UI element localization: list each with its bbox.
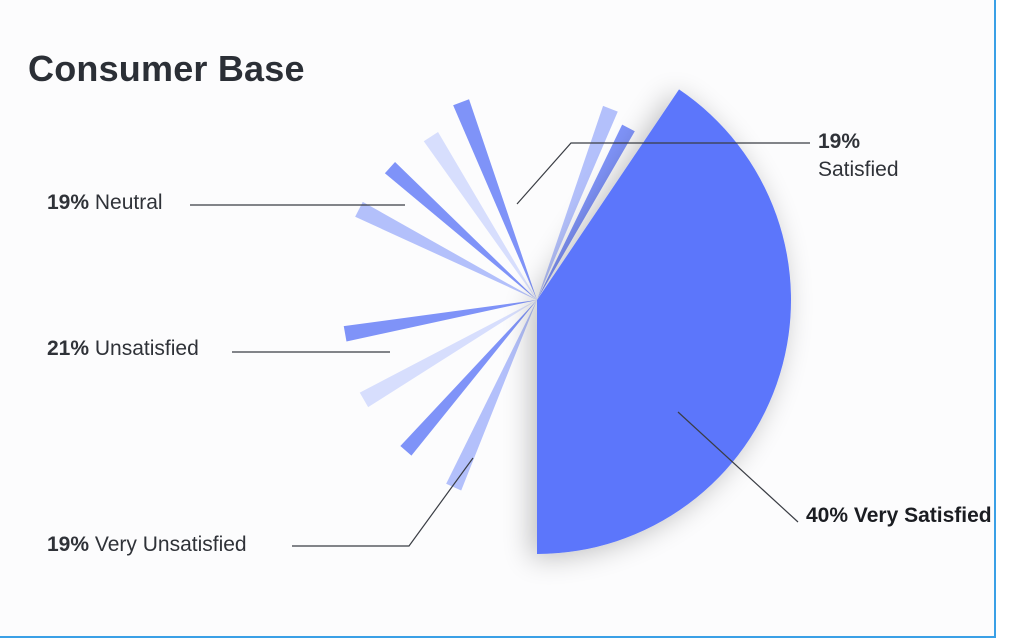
label-neutral: 19% Neutral bbox=[47, 189, 163, 217]
label-satisfied-pct: 19% bbox=[818, 130, 861, 153]
pie-ray bbox=[453, 99, 537, 300]
pie-ray bbox=[446, 300, 537, 491]
pie-ray bbox=[537, 124, 635, 300]
pie-ray bbox=[384, 161, 537, 300]
label-satisfied-text: Satisfied bbox=[818, 158, 899, 181]
pie-rays bbox=[343, 99, 635, 491]
label-very-unsatisfied-pct: 19% bbox=[47, 533, 90, 556]
pie-ray bbox=[355, 201, 537, 300]
leader-line bbox=[516, 142, 810, 205]
leader-lines bbox=[190, 142, 810, 547]
label-neutral-text: Neutral bbox=[94, 191, 163, 214]
label-very-unsatisfied: 19% Very Unsatisfied bbox=[47, 531, 247, 559]
pie-ray bbox=[537, 105, 618, 300]
label-unsatisfied-text: Unsatisfied bbox=[94, 337, 199, 360]
label-satisfied: 19% Satisfied bbox=[818, 128, 899, 184]
pie-slice-very-satisfied bbox=[537, 89, 791, 555]
label-unsatisfied: 21% Unsatisfied bbox=[47, 335, 199, 363]
label-very-unsatisfied-text: Very Unsatisfied bbox=[94, 533, 247, 556]
label-unsatisfied-pct: 21% bbox=[47, 337, 90, 360]
pie-ray bbox=[423, 131, 537, 300]
leader-line bbox=[677, 411, 799, 523]
pie-ray bbox=[343, 300, 537, 342]
label-neutral-pct: 19% bbox=[47, 191, 90, 214]
pie-ray bbox=[400, 300, 537, 456]
chart-title: Consumer Base bbox=[28, 48, 305, 89]
label-very-satisfied: 40% Very Satisfied bbox=[806, 502, 992, 530]
label-very-satisfied-text: Very Satisfied bbox=[853, 504, 992, 527]
leader-line bbox=[292, 457, 474, 547]
pie-ray bbox=[359, 300, 537, 408]
label-very-satisfied-pct: 40% bbox=[806, 504, 849, 527]
